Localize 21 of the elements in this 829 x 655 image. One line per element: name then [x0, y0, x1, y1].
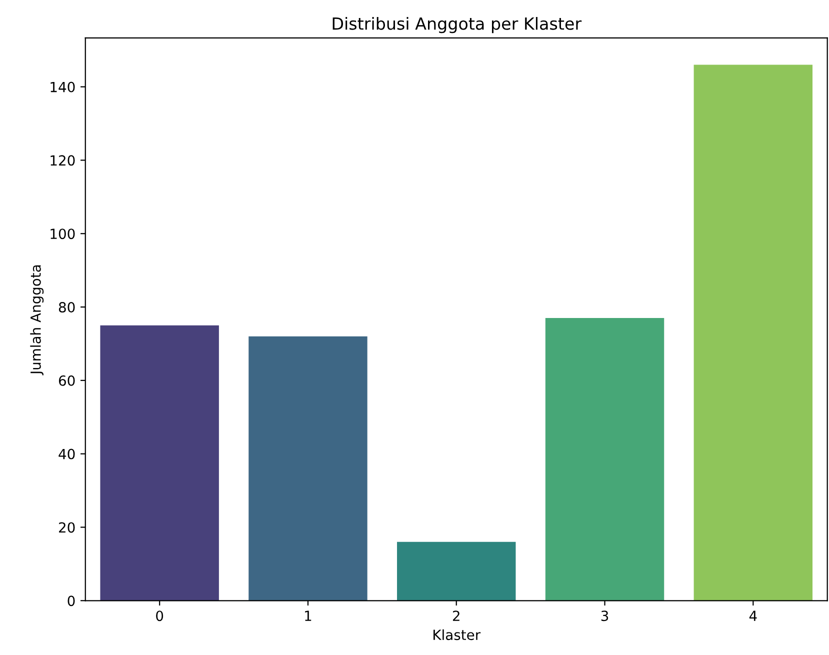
- bar: [397, 542, 516, 601]
- y-tick-label: 140: [50, 82, 75, 92]
- bar: [545, 318, 664, 601]
- y-tick-label: 100: [50, 228, 75, 240]
- chart-title: Distribusi Anggota per Klaster: [332, 16, 582, 34]
- x-axis-title: Klaster: [434, 629, 481, 640]
- bar: [248, 336, 368, 601]
- x-tick-label: 3: [601, 610, 608, 622]
- y-tick-label: 20: [59, 522, 75, 533]
- bar: [694, 64, 813, 601]
- y-tick-label: 0: [68, 596, 75, 606]
- y-tick-label: 40: [58, 448, 75, 460]
- y-tick-label: 60: [58, 375, 75, 386]
- x-tick-label: 0: [156, 610, 164, 622]
- y-axis-title: Jumlah Anggota: [30, 265, 44, 376]
- y-tick-label: 120: [50, 155, 75, 166]
- x-tick-label: 1: [305, 610, 312, 621]
- x-tick-label: 2: [452, 610, 460, 621]
- x-tick-label: 4: [749, 610, 757, 621]
- y-tick-label: 80: [58, 302, 75, 312]
- bar: [100, 325, 219, 601]
